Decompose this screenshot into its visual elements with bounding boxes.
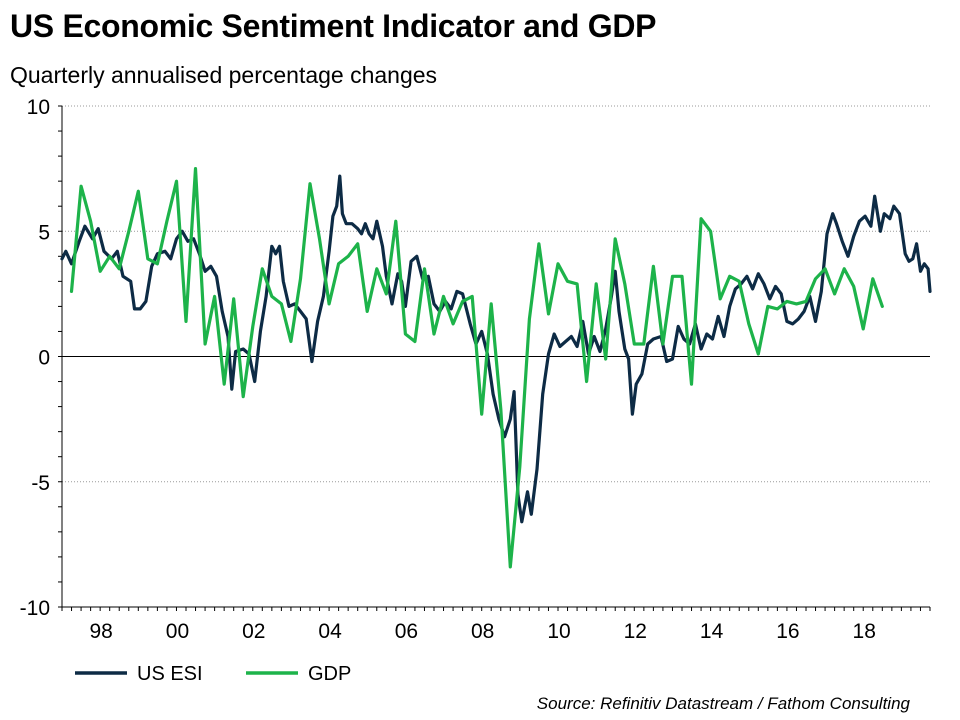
x-tick-label: 12 — [624, 620, 647, 643]
x-axis-ticks: 98 00 02 04 06 08 10 12 14 16 18 — [89, 620, 875, 643]
legend-label: US ESI — [137, 663, 203, 685]
legend-label: GDP — [308, 663, 351, 685]
source-note: Source: Refinitiv Datastream / Fathom Co… — [536, 694, 910, 713]
chart-title: US Economic Sentiment Indicator and GDP — [10, 8, 657, 44]
x-tick-label: 00 — [166, 620, 189, 643]
y-tick-label: 0 — [38, 347, 50, 370]
x-tick-label: 18 — [853, 620, 876, 643]
x-tick-label: 06 — [395, 620, 418, 643]
x-tick-label: 16 — [776, 620, 799, 643]
legend: US ESI GDP — [75, 663, 351, 685]
series-line-gdp — [69, 167, 884, 569]
x-tick-label: 08 — [471, 620, 494, 643]
series-lines — [60, 167, 932, 569]
y-tick-label: -10 — [20, 597, 50, 620]
x-tick-label: 98 — [89, 620, 112, 643]
x-tick-label: 04 — [318, 620, 342, 643]
y-tick-label: 5 — [38, 221, 50, 244]
x-tick-label: 14 — [700, 620, 724, 643]
x-tick-label: 10 — [547, 620, 570, 643]
y-tick-label: -5 — [31, 472, 50, 495]
y-tick-label: 10 — [27, 96, 50, 119]
chart-subtitle: Quarterly annualised percentage changes — [10, 62, 438, 88]
y-axis-ticks: 10 5 0 -5 -10 — [20, 96, 50, 620]
axes — [58, 105, 931, 611]
x-tick-label: 02 — [242, 620, 265, 643]
